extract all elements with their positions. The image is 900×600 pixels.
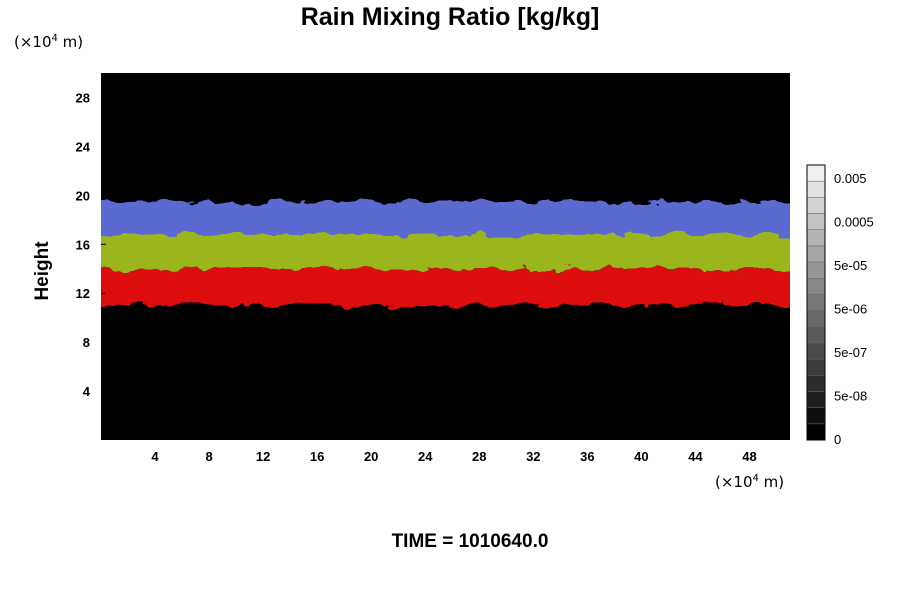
x-tick-label-6: 28 — [472, 449, 486, 464]
data-bands — [101, 195, 790, 311]
x-unit-suffix: m) — [758, 473, 785, 491]
colorbar-label-6: 0 — [834, 432, 841, 447]
x-tick-label-11: 48 — [742, 449, 756, 464]
y-tick-label-2: 12 — [76, 286, 90, 301]
time-label: TIME = 1010640.0 — [391, 531, 549, 552]
colorbar-segment — [806, 213, 826, 230]
colorbar-frame — [806, 164, 826, 441]
colorbar-segment — [806, 245, 826, 263]
x-tick-label-8: 36 — [580, 449, 594, 464]
y-tick-label-6: 28 — [76, 90, 90, 105]
colorbar-segment — [806, 358, 826, 376]
y-tick-label-5: 24 — [76, 139, 91, 154]
colorbar-segment — [806, 180, 826, 198]
x-tick-label-10: 44 — [688, 449, 703, 464]
x-tick-label-9: 40 — [634, 449, 648, 464]
x-unit-exponent: 4 — [752, 473, 759, 484]
x-tick-label-2: 12 — [256, 449, 270, 464]
x-tick-label-3: 16 — [310, 449, 324, 464]
colorbar-segment — [806, 326, 826, 344]
colorbar-segment — [806, 261, 826, 279]
band-1 — [101, 234, 790, 269]
x-tick-label-4: 20 — [364, 449, 378, 464]
x-axis: 4 8 12 16 20 24 28 32 36 40 44 48 — [151, 435, 757, 464]
y-axis-unit: (×104 m) — [14, 33, 83, 51]
colorbar-segment — [806, 342, 826, 360]
band-0 — [101, 268, 790, 306]
colorbar-label-1: 0.0005 — [834, 215, 874, 230]
colorbar-label-2: 5e-05 — [834, 258, 867, 273]
x-tick-label-0: 4 — [151, 449, 159, 464]
y-tick-label-1: 8 — [83, 335, 90, 350]
colorbar-label-5: 5e-08 — [834, 389, 867, 404]
y-tick-label-3: 16 — [76, 237, 90, 252]
colorbar-segment — [806, 229, 826, 247]
y-tick-label-4: 20 — [76, 188, 90, 203]
colorbar: 0.005 0.0005 5e-05 5e-06 5e-07 5e-08 0 — [806, 164, 874, 447]
colorbar-segment — [806, 277, 826, 295]
y-unit-prefix: (×10 — [14, 33, 52, 51]
y-tick-label-0: 4 — [83, 384, 91, 399]
colorbar-segment — [806, 197, 826, 214]
colorbar-segment — [806, 164, 826, 182]
y-axis: 4 8 12 16 20 24 28 — [76, 90, 106, 399]
x-axis-unit: (×104 m) — [715, 473, 784, 491]
colorbar-segment — [806, 391, 826, 408]
band-texture — [101, 195, 790, 311]
y-unit-suffix: m) — [57, 33, 84, 51]
colorbar-label-0: 0.005 — [834, 171, 867, 186]
x-tick-label-1: 8 — [205, 449, 212, 464]
colorbar-segment — [806, 310, 826, 328]
x-tick-label-7: 32 — [526, 449, 540, 464]
colorbar-segment — [806, 375, 826, 392]
x-unit-prefix: (×10 — [715, 473, 753, 491]
band-2 — [101, 201, 790, 235]
chart-title: Rain Mixing Ratio [kg/kg] — [300, 3, 600, 31]
colorbar-label-3: 5e-06 — [834, 302, 867, 317]
x-tick-label-5: 24 — [418, 449, 433, 464]
colorbar-segment — [806, 407, 826, 425]
colorbar-segment — [806, 423, 826, 441]
colorbar-label-4: 5e-07 — [834, 345, 867, 360]
colorbar-segment — [806, 294, 826, 311]
y-unit-exponent: 4 — [51, 33, 58, 44]
